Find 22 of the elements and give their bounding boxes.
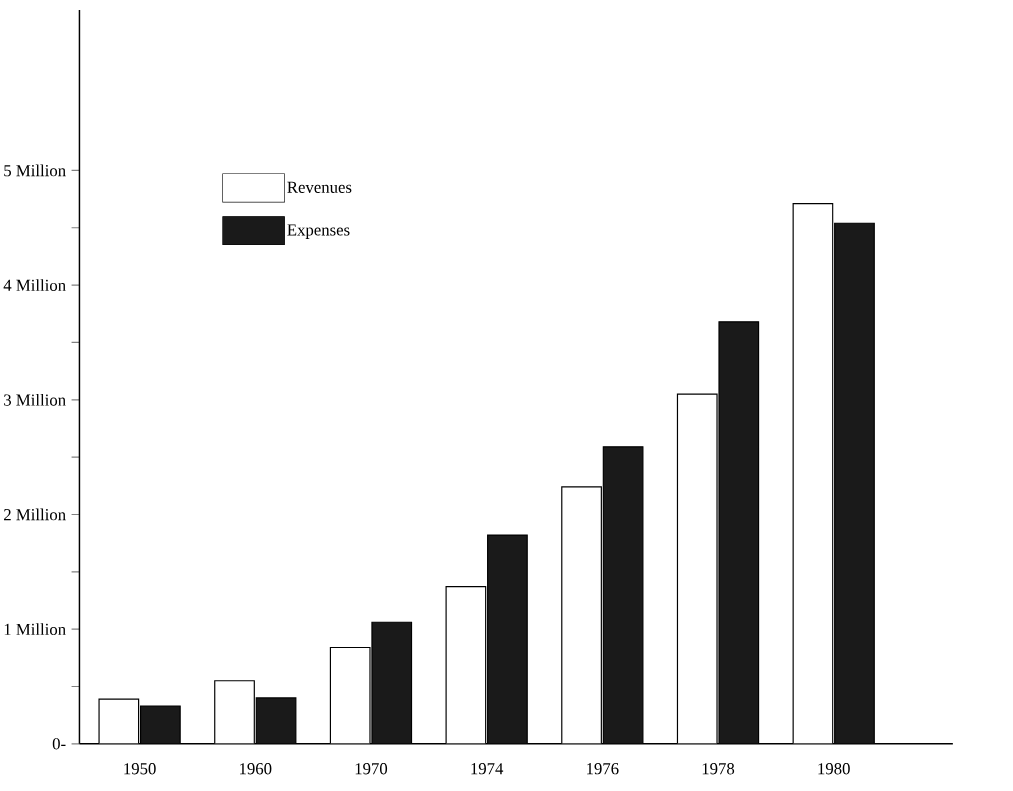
- bar: [140, 705, 181, 744]
- y-tick-label: 4 Million: [3, 279, 66, 291]
- bar: [602, 446, 644, 744]
- y-tick-label: 2 Million: [4, 508, 66, 521]
- y-tick-label: 5 Million: [4, 164, 66, 177]
- bar: [834, 222, 875, 744]
- x-tick-label: 1978: [702, 762, 735, 775]
- bar: [371, 621, 413, 744]
- x-tick-label: 1976: [587, 762, 619, 775]
- x-tick-label: 1970: [355, 762, 388, 775]
- bar: [718, 321, 760, 744]
- y-tick-label: 0-: [52, 738, 66, 750]
- legend-label: Expenses: [287, 224, 350, 239]
- x-tick-label: 1974: [471, 762, 504, 775]
- bar: [255, 697, 297, 744]
- y-tick-label: 1 Million: [4, 623, 66, 635]
- legend-label: Revenues: [287, 181, 352, 193]
- x-tick-label: 1980: [818, 762, 850, 775]
- x-tick-label: 1960: [240, 762, 272, 775]
- y-tick-label: 3 Million: [4, 393, 66, 406]
- x-tick-label: 1950: [124, 762, 156, 775]
- bar: [487, 534, 528, 744]
